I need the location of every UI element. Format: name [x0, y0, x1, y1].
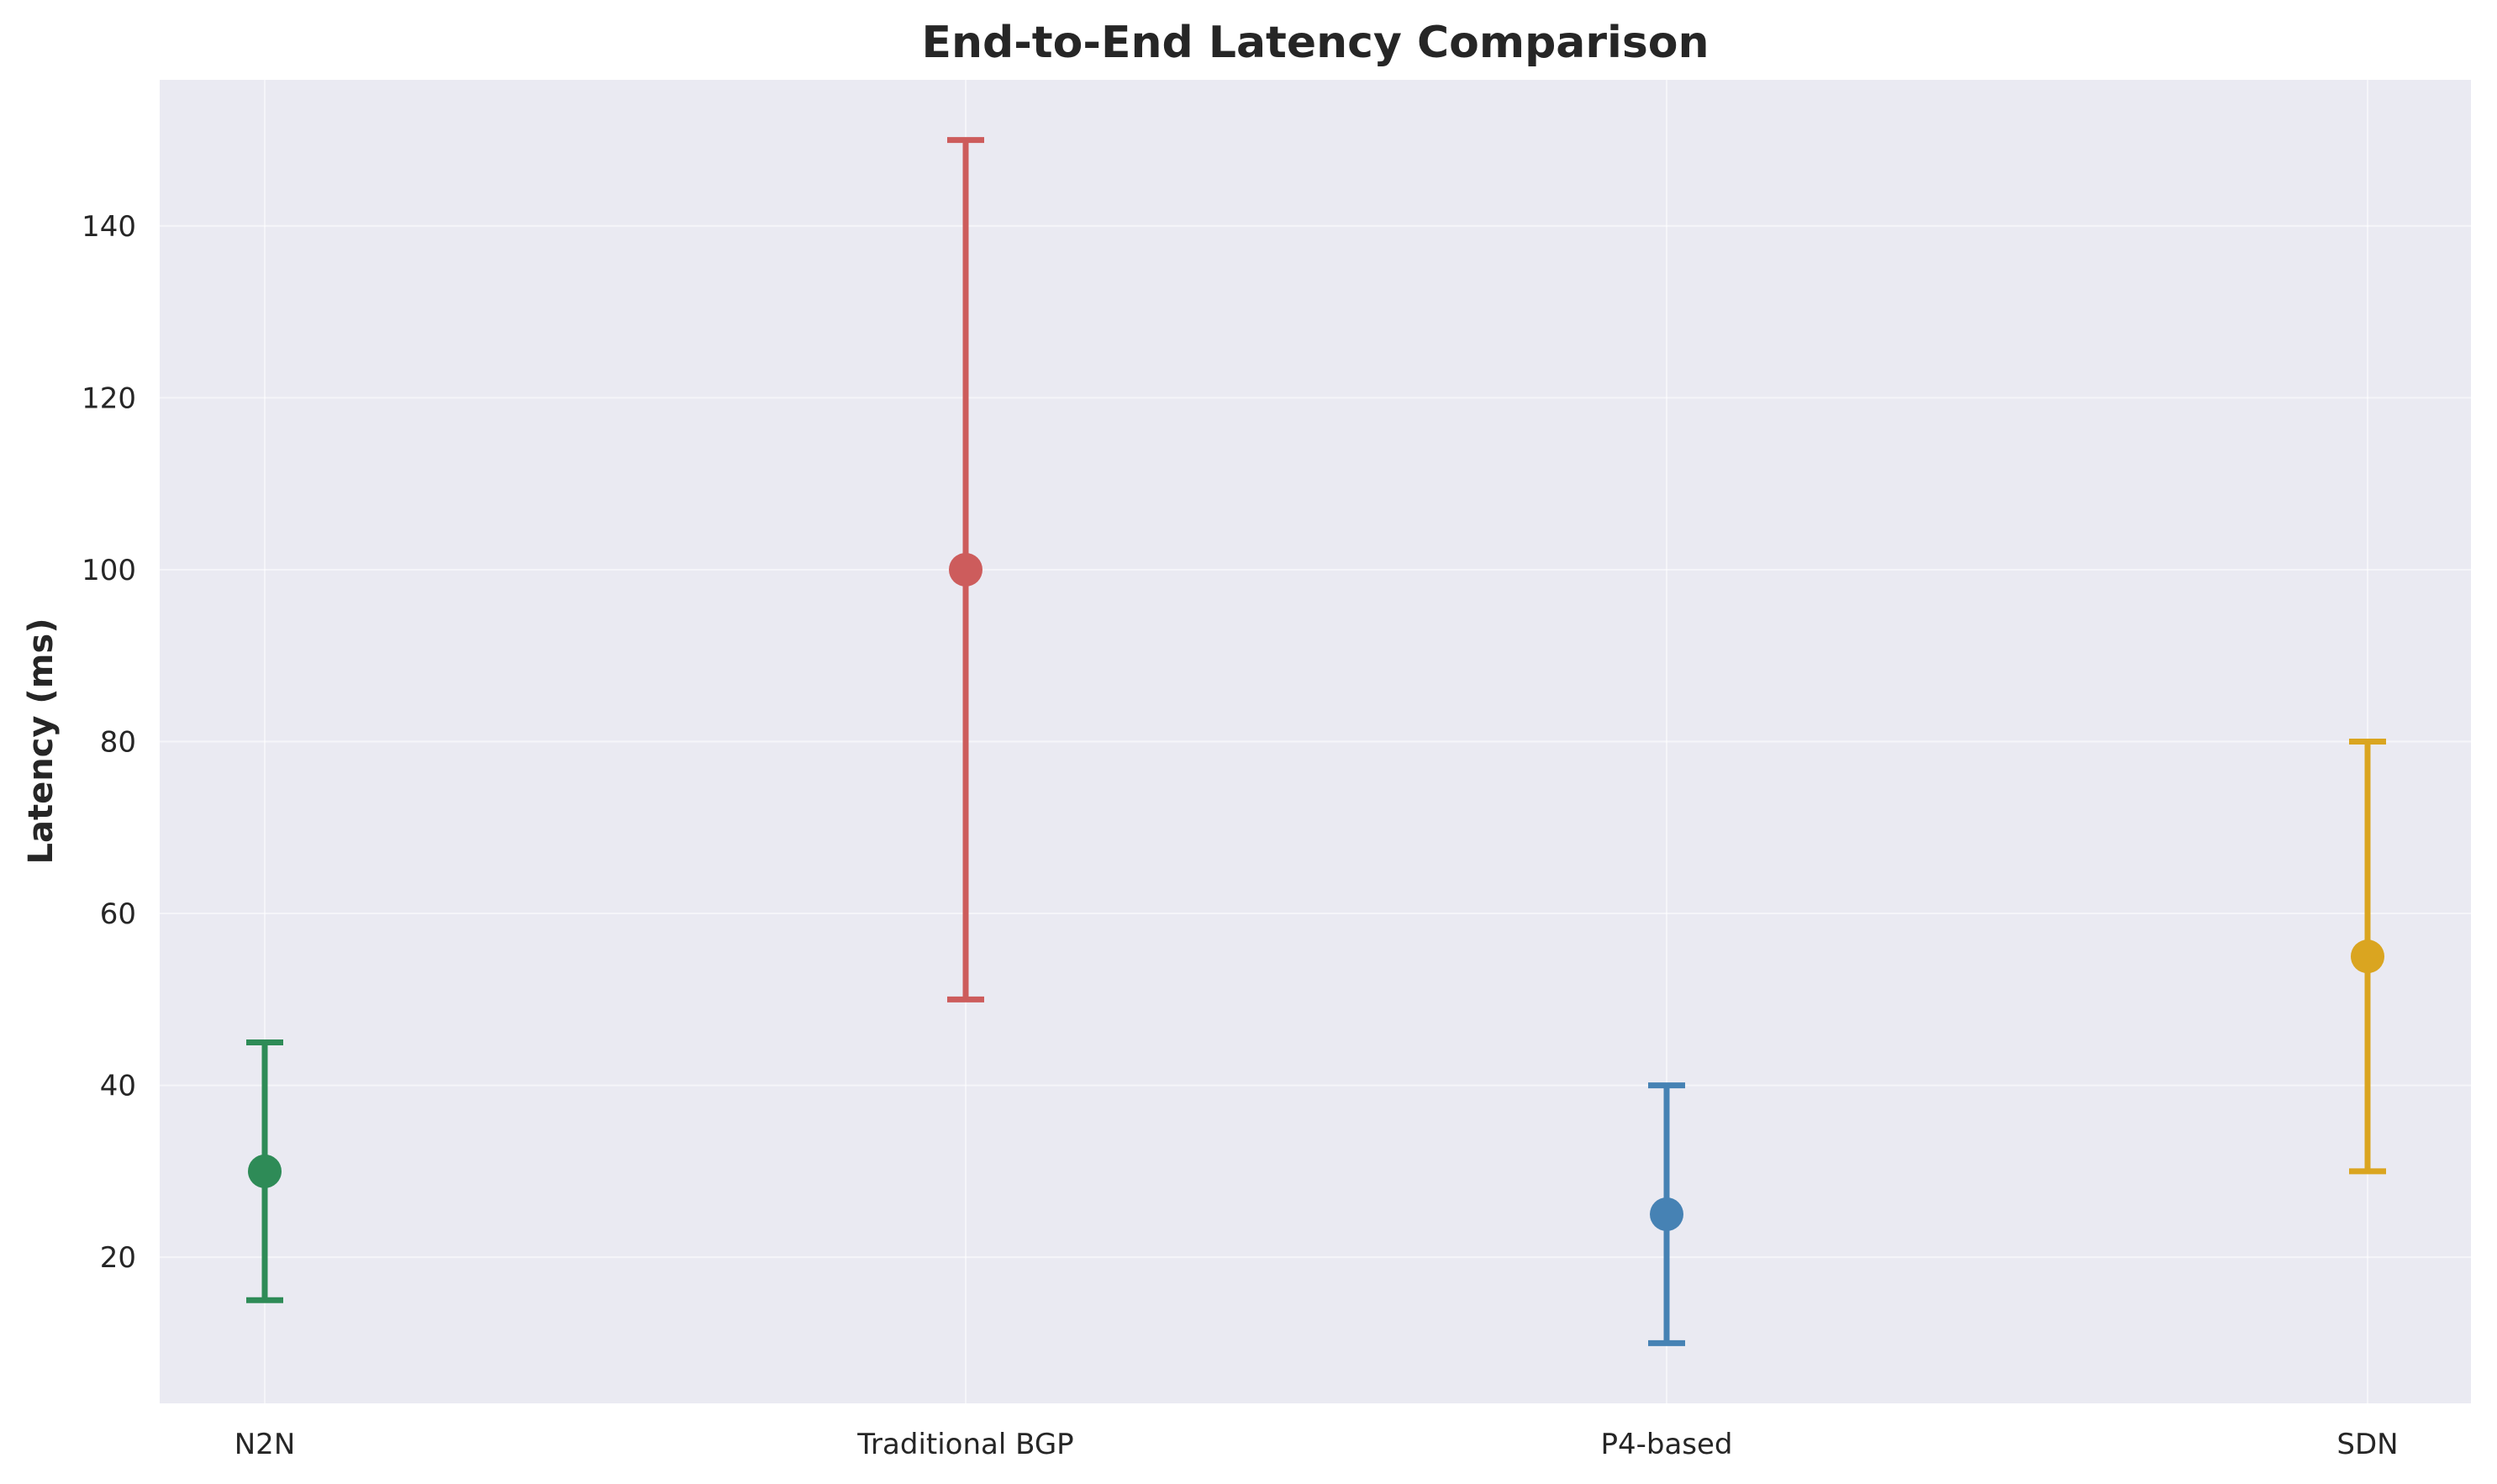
error-bars [246, 137, 2386, 1346]
chart-title: End-to-End Latency Comparison [921, 18, 1709, 68]
data-point [1650, 1197, 1683, 1231]
y-tick-label: 100 [82, 554, 136, 587]
errorbar-traditional-bgp [947, 137, 984, 1002]
y-tick-label: 40 [100, 1070, 136, 1103]
y-tick-label: 120 [82, 382, 136, 415]
errorbar-n2n [246, 1039, 283, 1303]
y-axis-label: Latency (ms) [22, 618, 61, 865]
data-point [949, 552, 982, 587]
y-tick-label: 140 [82, 210, 136, 244]
x-tick-label: P4-based [1600, 1428, 1732, 1461]
data-point [2351, 939, 2384, 974]
x-tick-label: SDN [2336, 1428, 2398, 1461]
x-axis-ticks: N2N Traditional BGP P4-based SDN [234, 1428, 2399, 1461]
data-point [248, 1154, 282, 1188]
x-tick-label: N2N [234, 1428, 296, 1461]
y-axis-ticks: 20 40 60 80 100 120 140 [82, 210, 136, 1275]
y-tick-label: 80 [100, 726, 136, 760]
y-tick-label: 60 [100, 897, 136, 931]
errorbar-sdn [2349, 739, 2386, 1175]
y-tick-label: 20 [100, 1241, 136, 1275]
errorbar-p4-based [1648, 1082, 1685, 1346]
x-tick-label: Traditional BGP [856, 1428, 1073, 1461]
